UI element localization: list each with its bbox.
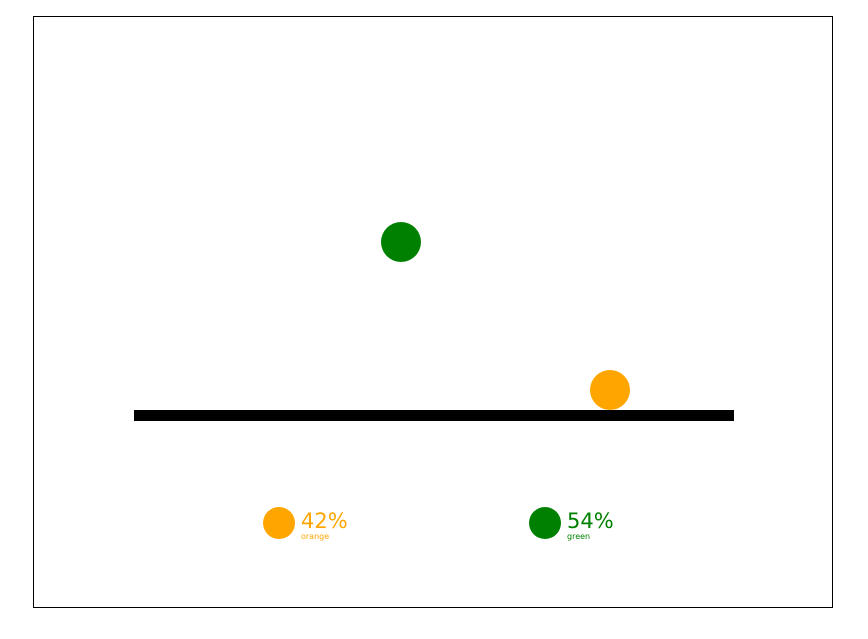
horizontal-bar xyxy=(134,410,734,421)
legend-green-value: 54% xyxy=(567,509,614,533)
legend-green-dot xyxy=(529,507,561,539)
orange-ball xyxy=(590,370,630,410)
green-ball xyxy=(381,222,421,262)
legend-orange-value: 42% xyxy=(301,509,348,533)
diagram-frame xyxy=(33,16,833,608)
legend-green-label: green xyxy=(567,532,591,541)
legend-orange-dot xyxy=(263,507,295,539)
legend-orange-label: orange xyxy=(301,532,330,541)
